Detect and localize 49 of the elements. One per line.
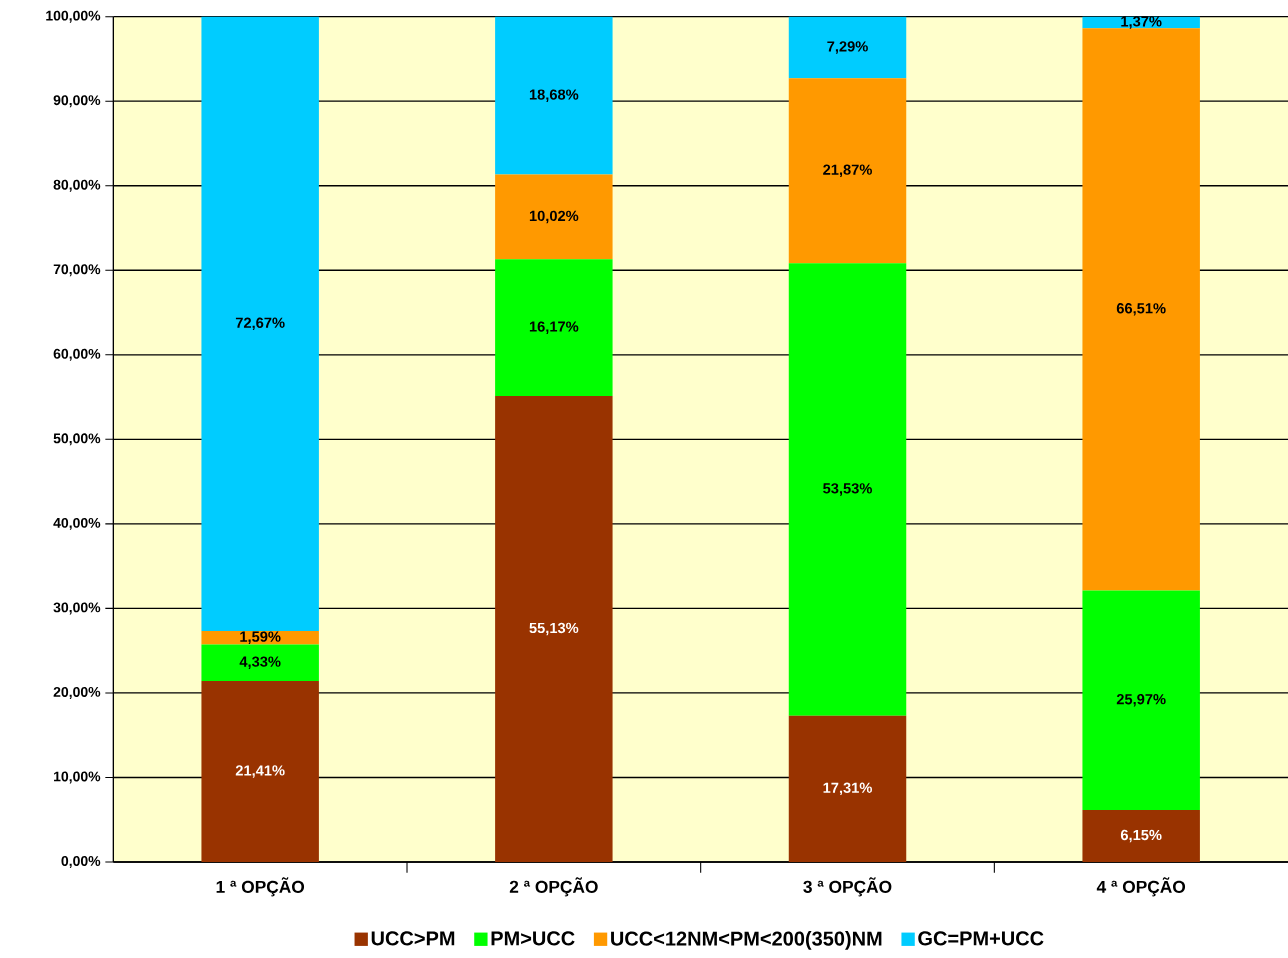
y-tick-label: 50,00% (53, 433, 101, 446)
bar (788, 715, 907, 862)
legend-label: UCC<12NM<PM<200(350)NM (611, 931, 882, 950)
data-label: 72,67% (235, 317, 285, 331)
legend-label: GC=PM+UCC (918, 931, 1044, 946)
data-label: 6,15% (1120, 829, 1162, 843)
y-tick-label: 80,00% (53, 179, 101, 192)
data-label: 21,87% (823, 164, 872, 177)
data-label: 55,13% (529, 622, 579, 636)
bar (201, 681, 319, 862)
bar (495, 16, 613, 175)
bar (1082, 28, 1200, 591)
y-tick-label: 20,00% (53, 686, 101, 699)
bar (495, 395, 613, 862)
x-tick-label: 4 ª OPÇÃO (1096, 877, 1186, 897)
bar (788, 78, 907, 264)
y-tick-label: 70,00% (53, 264, 101, 277)
bar (788, 16, 907, 79)
data-label: 4,33% (239, 656, 281, 669)
x-tick-label: 2 ª OPÇÃO (509, 877, 598, 897)
y-tick-label: 40,00% (53, 517, 101, 530)
bar (201, 644, 319, 682)
x-tick-label: 3 ª OPÇÃO (803, 877, 892, 897)
data-label: 25,97% (1116, 694, 1166, 707)
bar (1082, 810, 1200, 862)
data-label: 7,29% (827, 41, 868, 54)
data-label: 16,17% (529, 321, 579, 334)
data-label: 10,02% (529, 210, 579, 224)
y-tick-label: 60,00% (53, 348, 101, 361)
bar (788, 263, 907, 716)
data-label: 66,51% (1116, 303, 1166, 316)
y-tick-label: 90,00% (53, 95, 101, 108)
bar (1082, 590, 1200, 811)
y-tick-label: 100,00% (46, 10, 101, 23)
data-label: 18,68% (529, 89, 579, 102)
bar (495, 259, 613, 396)
y-tick-label: 0,00% (61, 856, 101, 868)
x-tick-label: 1 ª OPÇÃO (216, 877, 305, 897)
data-label: 21,41% (235, 765, 285, 778)
bar (495, 174, 613, 260)
data-label: 53,53% (823, 483, 872, 496)
data-label: 1,59% (240, 631, 281, 644)
y-tick-label: 10,00% (54, 771, 101, 784)
legend-label: UCC>PM (371, 931, 455, 946)
bar (201, 16, 319, 631)
data-label: 17,31% (823, 782, 872, 796)
y-tick-label: 30,00% (53, 602, 101, 615)
legend-label: PM>UCC (491, 931, 575, 946)
data-label: 1,37% (1121, 16, 1162, 29)
